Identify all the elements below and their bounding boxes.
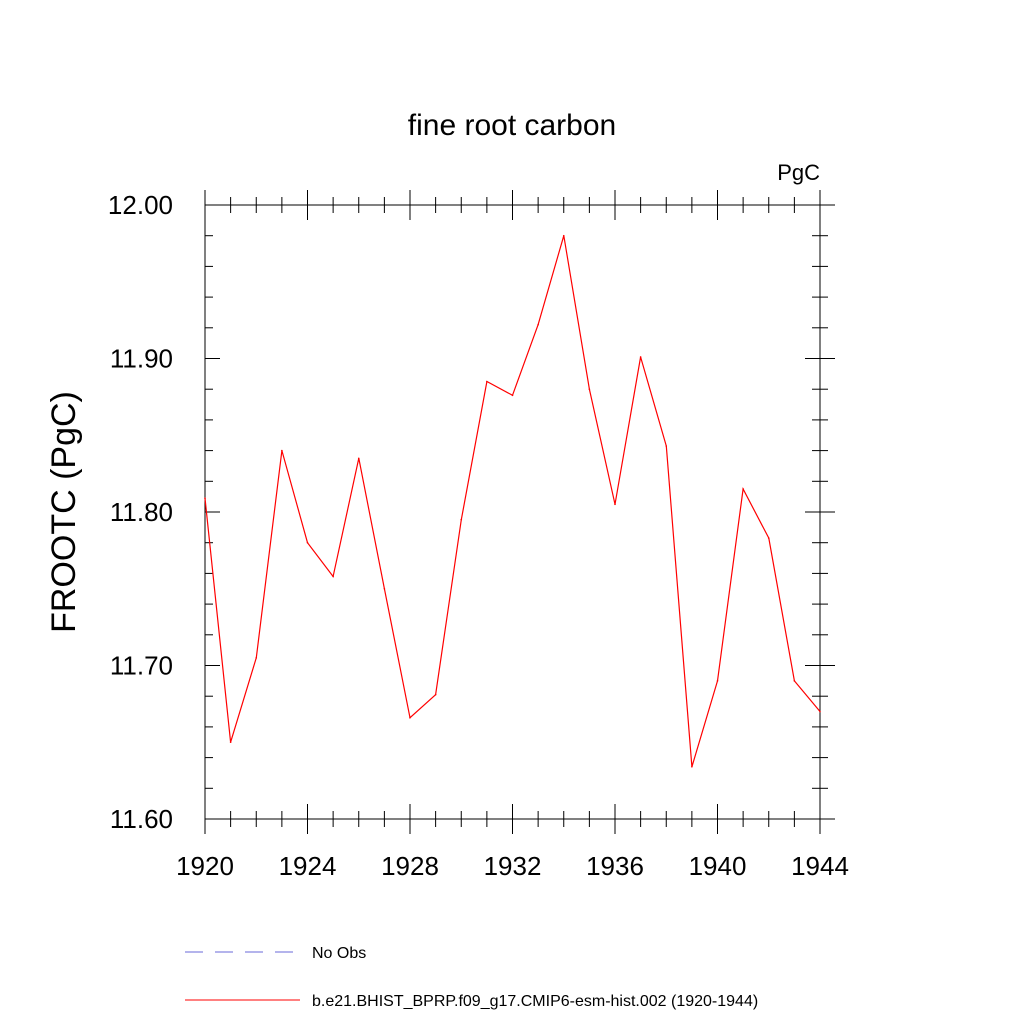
legend: No Obs b.e21.BHIST_BPRP.f09_g17.CMIP6-esm… xyxy=(185,945,758,1010)
data-point xyxy=(716,680,719,682)
data-point xyxy=(819,710,821,713)
data-point xyxy=(614,503,616,506)
x-tick-label: 1920 xyxy=(176,851,234,881)
legend-label: b.e21.BHIST_BPRP.f09_g17.CMIP6-esm-hist.… xyxy=(312,993,758,1010)
data-point xyxy=(537,323,539,326)
y-tick-label: 11.60 xyxy=(110,804,173,834)
data-point xyxy=(434,693,437,696)
data-point xyxy=(691,766,693,768)
x-tick-label: 1936 xyxy=(586,851,644,881)
x-tick-label: 1928 xyxy=(381,851,439,881)
data-point xyxy=(588,388,591,391)
y-tick-label: 11.80 xyxy=(110,497,173,527)
data-point xyxy=(306,541,309,544)
legend-label: No Obs xyxy=(312,945,366,962)
data-point xyxy=(229,741,232,744)
x-tick-label: 1944 xyxy=(791,851,849,881)
data-point xyxy=(281,449,283,452)
y-tick-label: 11.70 xyxy=(110,651,173,681)
x-tick-label: 1940 xyxy=(689,851,747,881)
data-point xyxy=(204,497,206,499)
plot-frame xyxy=(204,204,821,820)
data-point xyxy=(767,537,770,539)
data-point xyxy=(665,445,668,447)
data-point xyxy=(332,575,334,578)
data-point xyxy=(793,680,796,682)
y-tick-label: 11.90 xyxy=(110,344,173,374)
data-point xyxy=(742,488,744,490)
x-tick-label: 1932 xyxy=(484,851,542,881)
series-line xyxy=(204,235,821,767)
data-point xyxy=(511,394,514,397)
x-tick-label: 1924 xyxy=(279,851,337,881)
units-label: PgC xyxy=(777,160,820,185)
y-axis-label: FROOTC (PgC) xyxy=(45,391,83,633)
data-point xyxy=(562,234,565,237)
series-layer xyxy=(204,234,821,768)
data-point xyxy=(409,716,411,719)
axis-ticks: 1920 1924 1928 1932 1936 1940 1944 11.60 11.70 11… xyxy=(108,190,849,881)
data-point xyxy=(486,380,488,383)
data-point xyxy=(460,518,463,521)
y-tick-label: 12.00 xyxy=(108,190,173,220)
data-point xyxy=(383,587,386,590)
chart-title: fine root carbon xyxy=(408,109,616,142)
data-point xyxy=(357,457,360,460)
data-point xyxy=(255,657,258,659)
data-point xyxy=(639,356,642,358)
